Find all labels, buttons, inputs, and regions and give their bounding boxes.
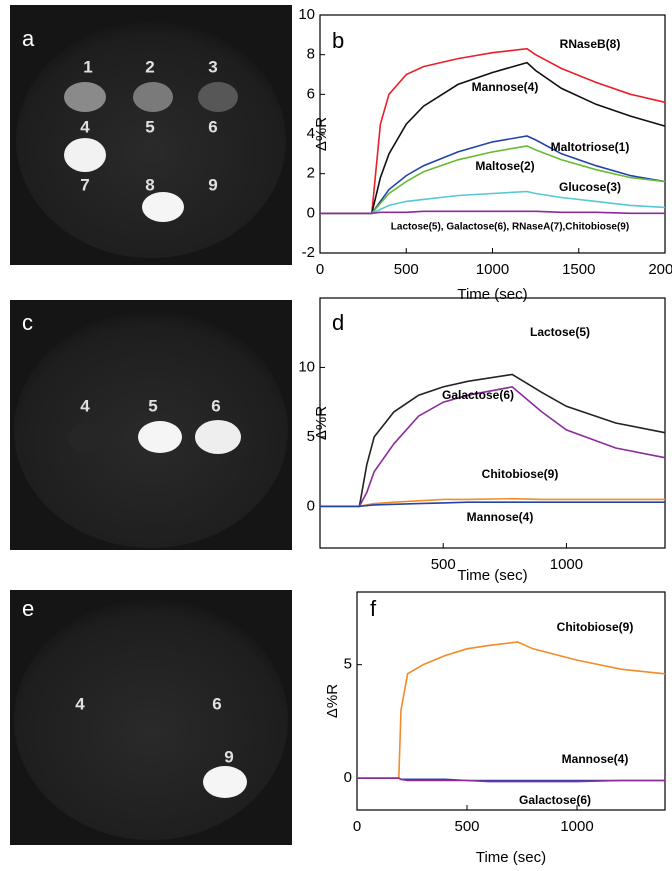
spot: [68, 423, 108, 453]
x-axis-label: Time (sec): [476, 849, 546, 866]
y-tick-label: -2: [302, 244, 315, 261]
curve-annotation: Galactose(6): [519, 793, 591, 807]
curve-annotation: Lactose(5), Galactose(6), RNaseA(7),Chit…: [391, 222, 629, 233]
spot-number: 6: [212, 694, 221, 713]
dish: [16, 22, 286, 258]
spot-number: 8: [145, 175, 154, 194]
x-tick-label: 500: [454, 818, 479, 835]
panel-label: d: [332, 310, 344, 335]
spot-number: 9: [208, 175, 217, 194]
y-tick-label: 0: [307, 497, 315, 514]
curve-annotation: Mannose(4): [472, 80, 539, 94]
x-tick-label: 500: [394, 261, 419, 278]
spot-number: 1: [83, 57, 92, 76]
y-tick-label: 8: [307, 46, 315, 63]
spot-number: 4: [75, 694, 85, 713]
spot-number: 9: [224, 747, 233, 766]
y-tick-label: 6: [307, 85, 315, 102]
dish: [14, 600, 288, 840]
spot-number: 7: [80, 175, 89, 194]
curve-annotation: RNaseB(8): [560, 37, 621, 51]
y-axis-label: Δ%R: [313, 406, 330, 440]
spot: [64, 138, 106, 172]
series-line: [357, 777, 665, 783]
spot: [198, 82, 238, 112]
curve-annotation: Glucose(3): [559, 180, 621, 194]
curve-annotation: Galactose(6): [442, 388, 514, 402]
panel-label: e: [22, 596, 34, 621]
series-line: [320, 501, 665, 508]
x-axis-label: Time (sec): [457, 286, 527, 303]
spot: [64, 82, 106, 112]
curve-annotation: Maltotriose(1): [551, 140, 630, 154]
y-axis-label: Δ%R: [324, 684, 341, 718]
y-tick-label: 10: [298, 6, 315, 23]
x-tick-label: 1000: [560, 818, 593, 835]
y-tick-label: 2: [307, 165, 315, 182]
spot-number: 5: [145, 117, 154, 136]
spot-number: 6: [208, 117, 217, 136]
panel-label: b: [332, 28, 344, 53]
y-tick-label: 5: [307, 428, 315, 445]
spot-number: 5: [148, 396, 157, 415]
spot-number: 4: [80, 117, 90, 136]
curve-annotation: Maltose(2): [475, 159, 534, 173]
spot-number: 6: [211, 396, 220, 415]
series-line: [320, 61, 666, 215]
curve-annotation: Chitobiose(9): [482, 467, 559, 481]
spot: [203, 766, 247, 798]
x-tick-label: 0: [316, 261, 324, 278]
series-line: [320, 210, 665, 215]
series-line: [320, 135, 666, 215]
spot: [138, 421, 182, 453]
y-tick-label: 4: [307, 125, 315, 142]
y-tick-label: 0: [344, 769, 352, 786]
x-tick-label: 500: [431, 556, 456, 573]
spot: [142, 192, 184, 222]
spot: [133, 82, 173, 112]
series-line: [320, 190, 666, 215]
x-tick-label: 1000: [476, 261, 509, 278]
x-axis-label: Time (sec): [457, 567, 527, 584]
y-tick-label: 5: [344, 656, 352, 673]
curve-annotation: Mannose(4): [562, 752, 629, 766]
y-axis-label: Δ%R: [313, 117, 330, 151]
panel-label: a: [22, 26, 35, 51]
spot-number: 4: [80, 396, 90, 415]
curve-annotation: Lactose(5): [530, 325, 590, 339]
series-line: [320, 373, 666, 508]
curve-annotation: Chitobiose(9): [557, 620, 634, 634]
y-tick-label: 10: [298, 358, 315, 375]
panel-label: f: [370, 596, 377, 621]
series-line: [320, 47, 666, 215]
curve-annotation: Mannose(4): [467, 510, 534, 524]
y-tick-label: 0: [307, 204, 315, 221]
spot: [195, 420, 241, 454]
x-tick-label: 1000: [550, 556, 583, 573]
panel-label: c: [22, 310, 33, 335]
plot-frame: [319, 297, 666, 549]
x-tick-label: 1500: [562, 261, 595, 278]
x-tick-label: 2000: [648, 261, 672, 278]
series-line: [320, 145, 666, 215]
x-tick-label: 0: [353, 818, 361, 835]
plot-frame: [356, 591, 666, 811]
spot-number: 2: [145, 57, 154, 76]
series-line: [357, 641, 666, 779]
series-line: [320, 386, 666, 508]
spot-number: 3: [208, 57, 217, 76]
